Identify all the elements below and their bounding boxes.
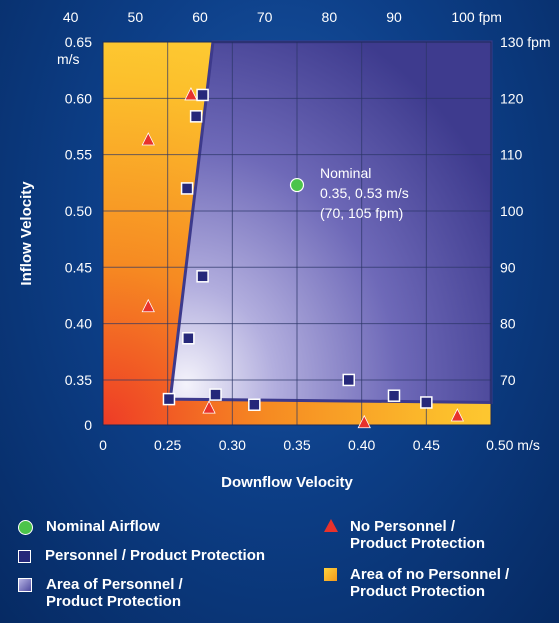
no-protection-point — [141, 132, 155, 146]
x-tick-label: 0.30 — [219, 437, 246, 453]
legend-nominal-label: Nominal Airflow — [46, 518, 160, 535]
legend-nominal: Nominal Airflow — [18, 518, 160, 535]
grid-lines — [103, 42, 491, 425]
personnel-protection-point — [420, 396, 433, 409]
legend-personnel-label: Personnel / Product Protection — [45, 547, 266, 564]
top-tick-label: 80 — [322, 9, 338, 25]
personnel-protection-point — [196, 270, 209, 283]
nominal-annotation: Nominal 0.35, 0.53 m/s (70, 105 fpm) — [320, 165, 409, 221]
data-marks — [141, 87, 465, 429]
x-tick-label: 0.45 — [413, 437, 440, 453]
no-protection-point — [141, 298, 155, 313]
right-tick-label: 90 — [500, 259, 516, 275]
top-tick-label: 70 — [257, 9, 273, 25]
nominal-point — [289, 177, 305, 193]
y-tick-label: 0.45 — [65, 259, 92, 275]
right-tick-label: 80 — [500, 316, 516, 332]
nominal-annotation-line-2: 0.35, 0.53 m/s — [320, 185, 409, 201]
red-triangle-icon — [324, 519, 338, 532]
legend-area-line-2: Product Protection — [46, 593, 182, 610]
navy-square-icon — [18, 550, 31, 563]
y-tick-label: 0.55 — [65, 147, 92, 163]
legend-no-area: Area of no Personnel / Product Protectio… — [324, 566, 509, 600]
x-tick-label: 0.25 — [154, 437, 181, 453]
legend: Nominal Airflow Personnel / Product Prot… — [0, 510, 559, 623]
no-protection-point — [450, 408, 465, 422]
right-tick-label: 120 — [500, 90, 524, 106]
chart-svg: 0 0.25 0.30 0.35 0.40 0.45 0.50 m/s 0 0.35 0.40 0.… — [18, 9, 551, 491]
personnel-protection-point — [182, 332, 195, 345]
personnel-protection-point — [189, 110, 203, 123]
right-tick-label: 100 — [500, 203, 524, 219]
top-tick-label: 60 — [192, 9, 208, 25]
legend-no-personnel-label: No Personnel / Product Protection — [350, 518, 485, 552]
no-protection-point — [184, 87, 198, 101]
legend-no-area-line-2: Product Protection — [350, 583, 486, 600]
y-tick-label: 0.50 — [65, 203, 92, 219]
personnel-protection-point — [180, 182, 194, 195]
personnel-protection-point — [248, 398, 261, 411]
no-protection-point — [357, 414, 371, 429]
personnel-protection-point — [196, 88, 209, 102]
top-tick-label: 40 — [63, 9, 79, 25]
legend-no-area-label: Area of no Personnel / Product Protectio… — [350, 566, 509, 600]
y-tick-label: 0.65 — [65, 34, 92, 50]
personnel-protection-point — [162, 392, 176, 406]
y-axis-unit: m/s — [57, 51, 80, 67]
y-tick-label: 0.35 — [65, 372, 92, 388]
protection-area — [168, 40, 493, 404]
y-axis-title: Inflow Velocity — [18, 181, 35, 286]
legend-no-area-line-1: Area of no Personnel / — [350, 566, 510, 583]
legend-area: Area of Personnel / Product Protection — [18, 576, 183, 610]
x-tick-label: 0.40 — [348, 437, 375, 453]
y-tick-label: 0.60 — [65, 90, 92, 106]
y-tick-label: 0.40 — [65, 316, 92, 332]
plot-frame — [102, 41, 492, 426]
orange-square-icon — [324, 568, 337, 581]
legend-personnel: Personnel / Product Protection — [18, 547, 265, 564]
personnel-protection-point — [342, 373, 355, 387]
x-tick-label: 0.35 — [283, 437, 310, 453]
legend-area-line-1: Area of Personnel / — [46, 576, 183, 593]
top-tick-label: 90 — [386, 9, 402, 25]
purple-square-icon — [18, 578, 32, 592]
axis-ticks: 0 0.25 0.30 0.35 0.40 0.45 0.50 m/s 0 0.35 0.40 0.… — [63, 9, 551, 453]
right-tick-label: 110 — [500, 147, 523, 163]
x-tick-label: 0.50 m/s — [486, 437, 540, 453]
x-tick-label: 0 — [99, 437, 107, 453]
legend-area-label: Area of Personnel / Product Protection — [46, 576, 183, 610]
y-tick-label: 0 — [84, 417, 92, 433]
top-tick-label: 100 fpm — [451, 9, 502, 25]
legend-no-personnel-line-1: No Personnel / — [350, 518, 456, 535]
right-tick-label: 130 fpm — [500, 34, 551, 50]
x-axis-title: Downflow Velocity — [221, 474, 353, 491]
nominal-annotation-line-1: Nominal — [320, 165, 371, 181]
nominal-annotation-line-3: (70, 105 fpm) — [320, 205, 403, 221]
legend-no-personnel-line-2: Product Protection — [350, 535, 486, 552]
no-protection-point — [202, 400, 216, 414]
legend-no-personnel: No Personnel / Product Protection — [324, 518, 485, 552]
top-tick-label: 50 — [128, 9, 144, 25]
personnel-protection-point — [209, 388, 222, 401]
green-circle-icon — [18, 520, 33, 535]
plot-area — [102, 40, 493, 426]
right-tick-label: 70 — [500, 372, 516, 388]
personnel-protection-point — [387, 389, 401, 402]
